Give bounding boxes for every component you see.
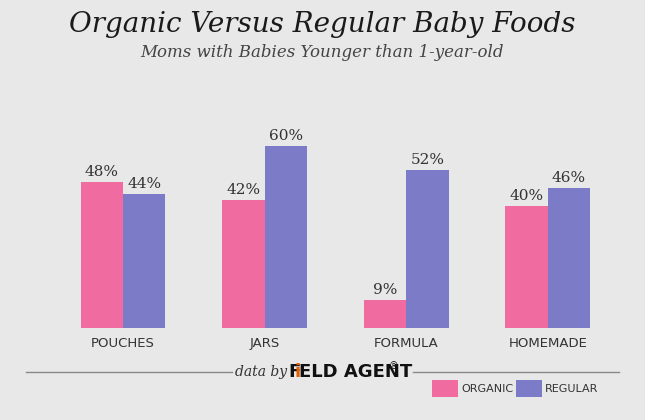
Bar	[264, 146, 307, 328]
Text: 9%: 9%	[373, 283, 397, 297]
Text: 42%: 42%	[226, 183, 261, 197]
Text: F: F	[288, 363, 301, 381]
Bar	[123, 194, 166, 328]
Text: Moms with Babies Younger than 1-year-old: Moms with Babies Younger than 1-year-old	[141, 44, 504, 61]
Text: i: i	[295, 363, 301, 381]
Text: ®: ®	[388, 361, 398, 371]
Text: ORGANIC: ORGANIC	[461, 383, 513, 394]
Bar	[505, 206, 548, 328]
Text: 52%: 52%	[410, 153, 444, 167]
Text: data by: data by	[235, 365, 292, 379]
Text: 40%: 40%	[510, 189, 544, 203]
Bar	[548, 188, 590, 328]
Text: ELD AGENT: ELD AGENT	[299, 363, 412, 381]
Text: 44%: 44%	[127, 177, 161, 191]
Bar	[81, 182, 123, 328]
Bar	[222, 200, 264, 328]
Bar	[406, 170, 449, 328]
Bar	[364, 300, 406, 328]
Text: REGULAR: REGULAR	[545, 383, 599, 394]
Text: 46%: 46%	[552, 171, 586, 185]
Text: 60%: 60%	[269, 129, 303, 142]
Text: 48%: 48%	[84, 165, 119, 179]
Text: Organic Versus Regular Baby Foods: Organic Versus Regular Baby Foods	[69, 10, 576, 37]
